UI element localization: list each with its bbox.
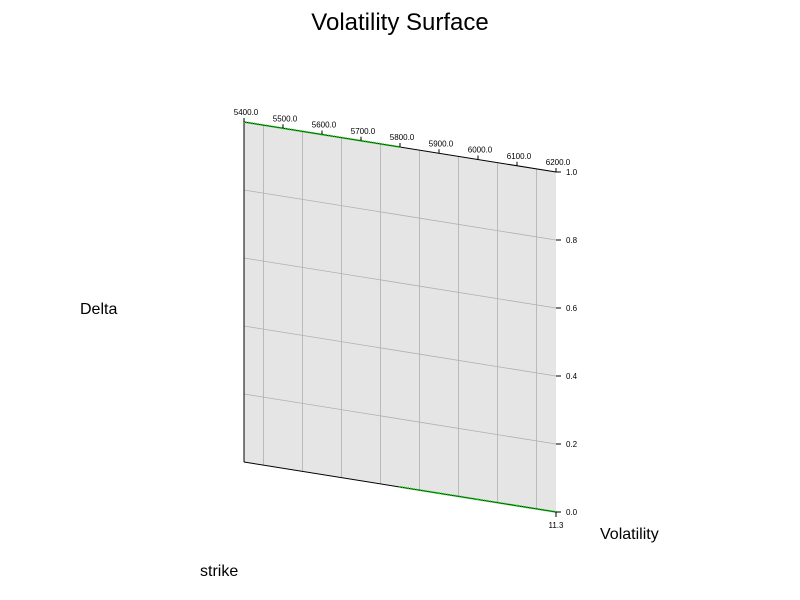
strike-tick-label: 6000.0 (468, 146, 493, 155)
series-0-segment (477, 498, 518, 507)
volatility-axis: 11.3 (549, 512, 565, 530)
strike-tick-label: 5500.0 (273, 114, 298, 123)
grid-line-delta (243, 393, 557, 445)
series-0-point (399, 486, 401, 488)
strike-tick-label: 5900.0 (429, 139, 454, 148)
strike-tick-label: 5800.0 (390, 133, 415, 142)
series-0-segment (360, 139, 401, 148)
surface-panel (244, 122, 556, 512)
volatility-tick-label: 11.3 (549, 521, 565, 530)
delta-tick-label: 0.6 (566, 304, 578, 313)
grid-line-delta (243, 325, 557, 377)
strike-axis: 5400.0 5500.0 5600.0 5700.0 5800.0 5900.0 6000… (234, 108, 571, 172)
y-axis-label: Volatility (600, 526, 659, 543)
strike-tick-label: 5400.0 (234, 108, 259, 117)
delta-tick-label: 0.4 (566, 372, 578, 381)
series-0-segment (243, 121, 284, 130)
series-0-point (477, 498, 479, 501)
series-0-segment (399, 486, 440, 495)
series-0-segment (321, 133, 362, 142)
strike-tick-label: 5600.0 (312, 121, 337, 130)
grid-line-delta (243, 189, 557, 241)
series-0-point (516, 504, 518, 507)
series-0-segment (516, 504, 557, 513)
series-0-segment (282, 127, 323, 136)
strike-tick-label: 6200.0 (546, 158, 571, 167)
chart-title: Volatility Surface (311, 9, 488, 36)
strike-tick-label: 5700.0 (351, 127, 376, 136)
z-axis-label: Delta (80, 301, 117, 318)
delta-tick-label: 1.0 (566, 168, 578, 177)
delta-tick-label: 0.8 (566, 236, 578, 245)
strike-tick-label: 6100.0 (507, 152, 532, 161)
delta-tick-label: 0.0 (566, 508, 578, 517)
delta-axis: 0.0 0.2 0.4 0.6 0.8 1.0 (556, 168, 578, 517)
grid (243, 125, 557, 509)
series-0-point (438, 492, 440, 495)
x-axis-label: strike (200, 563, 238, 580)
grid-line-delta (243, 257, 557, 309)
delta-tick-label: 0.2 (566, 440, 578, 449)
series-0-segment (438, 492, 479, 501)
